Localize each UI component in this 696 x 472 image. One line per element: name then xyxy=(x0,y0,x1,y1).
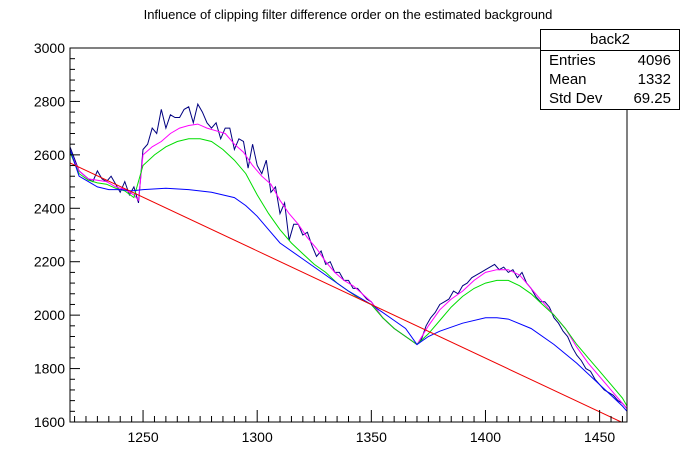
x-tick-label: 1300 xyxy=(242,429,273,445)
y-tick-label: 2600 xyxy=(34,147,65,163)
stats-label: Entries xyxy=(549,52,596,69)
y-tick-label: 2200 xyxy=(34,254,65,270)
series-line-4 xyxy=(70,162,623,422)
y-tick-label: 1800 xyxy=(34,361,65,377)
x-tick-label: 1350 xyxy=(356,429,387,445)
y-tick-label: 3000 xyxy=(34,40,65,56)
series-layer xyxy=(70,102,627,422)
y-tick-label: 2800 xyxy=(34,93,65,109)
y-tick-label: 2400 xyxy=(34,200,65,216)
stats-label: Mean xyxy=(549,71,587,88)
stats-row-std-dev: Std Dev 69.25 xyxy=(541,89,679,108)
axes-layer: 1600 1800 2000 2200 2400 2600 2800 3000 1250 1300… xyxy=(34,40,628,445)
stats-value: 1332 xyxy=(637,71,671,88)
series-line-2 xyxy=(70,138,627,407)
stats-row-mean: Mean 1332 xyxy=(541,70,679,89)
y-tick-label: 2000 xyxy=(34,307,65,323)
stats-value: 4096 xyxy=(637,52,671,69)
chart-title: Influence of clipping filter difference … xyxy=(143,7,553,22)
y-tick-label: 1600 xyxy=(34,414,65,430)
x-tick-label: 1450 xyxy=(584,429,615,445)
stats-row-entries: Entries 4096 xyxy=(541,51,679,70)
series-line-0 xyxy=(70,102,627,409)
x-tick-label: 1400 xyxy=(470,429,501,445)
stats-label: Std Dev xyxy=(549,90,603,107)
series-line-1 xyxy=(70,123,627,409)
stats-box: back2 Entries 4096 Mean 1332 Std Dev 69.… xyxy=(540,29,680,110)
stats-box-title: back2 xyxy=(541,30,679,51)
stats-value: 69.25 xyxy=(633,90,671,107)
x-tick-label: 1250 xyxy=(127,429,158,445)
